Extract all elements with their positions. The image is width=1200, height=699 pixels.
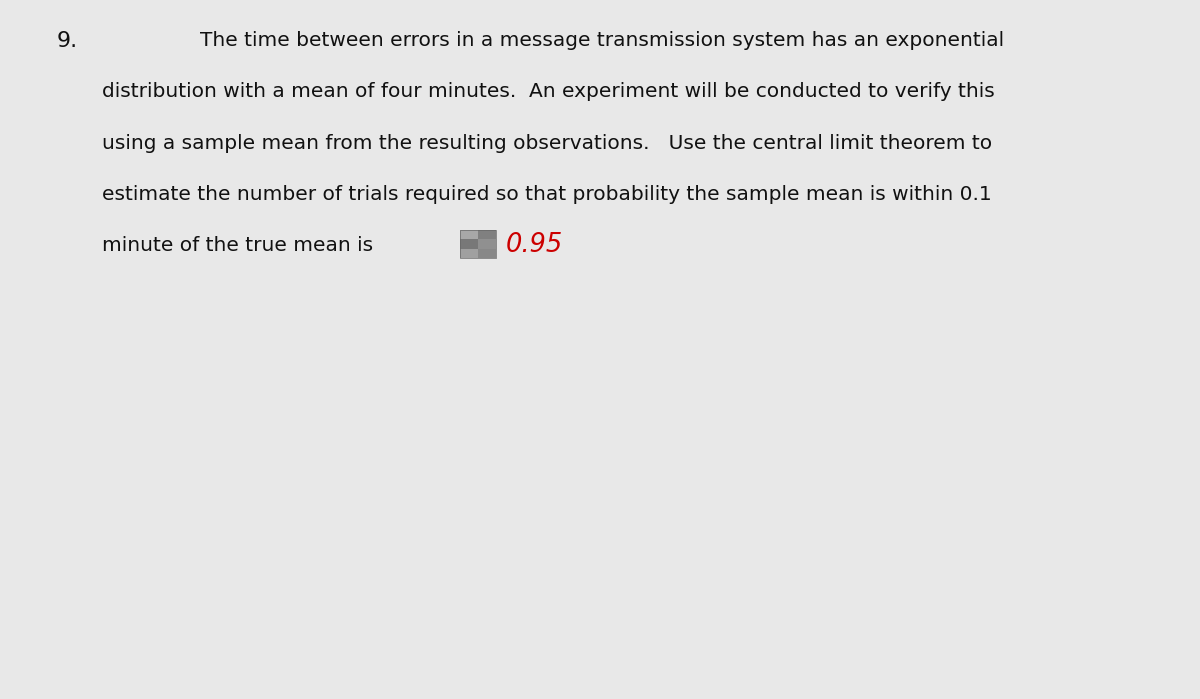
FancyBboxPatch shape (460, 230, 478, 239)
FancyBboxPatch shape (478, 249, 496, 258)
Text: The time between errors in a message transmission system has an exponential: The time between errors in a message tra… (200, 31, 1004, 50)
FancyBboxPatch shape (478, 239, 496, 249)
Text: using a sample mean from the resulting observations.   Use the central limit the: using a sample mean from the resulting o… (102, 134, 992, 152)
FancyBboxPatch shape (460, 249, 478, 258)
FancyBboxPatch shape (460, 239, 478, 249)
Text: estimate the number of trials required so that probability the sample mean is wi: estimate the number of trials required s… (102, 185, 991, 203)
Text: minute of the true mean is: minute of the true mean is (102, 236, 379, 254)
Text: 9.: 9. (56, 31, 78, 52)
Text: distribution with a mean of four minutes.  An experiment will be conducted to ve: distribution with a mean of four minutes… (102, 82, 995, 101)
Text: 0.95: 0.95 (505, 232, 563, 258)
FancyBboxPatch shape (478, 230, 496, 239)
